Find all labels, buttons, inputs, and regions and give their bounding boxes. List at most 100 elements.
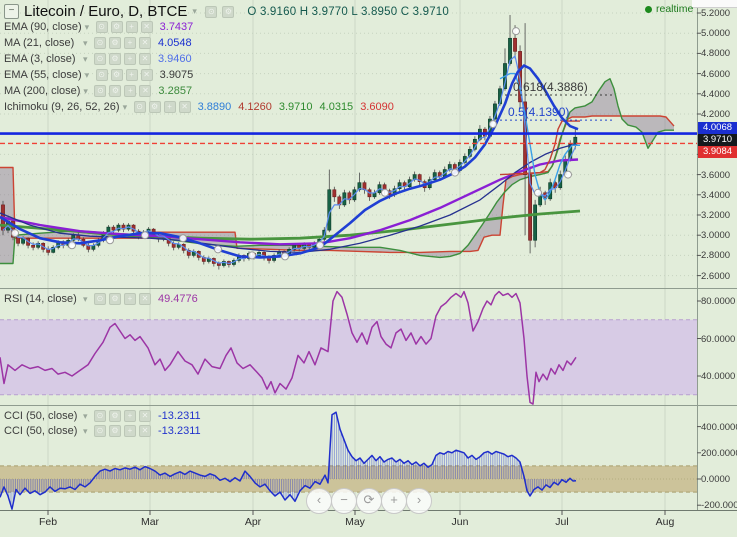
eye-button[interactable]: ⊙ (94, 37, 106, 49)
zoom-in-button[interactable]: + (381, 488, 407, 514)
eye-button[interactable]: ⊙ (94, 53, 106, 65)
add-button[interactable]: + (124, 425, 136, 437)
axis-tick-label: 3.2000 (701, 210, 731, 221)
chevron-down-icon[interactable]: ▾ (83, 425, 88, 436)
indicator-row: Ichimoku (9, 26, 52, 26) ▾ ⊙ ⚙ + ✕ 3.8890 4.126… (4, 100, 394, 114)
indicator-label: EMA (3, close) (4, 53, 76, 65)
gear-button[interactable]: ⚙ (109, 425, 121, 437)
chevron-down-icon[interactable]: ▾ (84, 69, 90, 80)
chevron-down-icon[interactable]: ▾ (83, 293, 88, 304)
remove-button[interactable]: ✕ (140, 21, 153, 33)
axis-tick-label: 2.6000 (701, 270, 731, 282)
indicator-label: RSI (14, close) (4, 293, 77, 305)
price-badge: 3.9084 (698, 146, 737, 158)
month-label: Mar (140, 516, 160, 528)
month-label: Jun (451, 516, 469, 528)
indicator-value: 4.1260 (238, 101, 272, 113)
axis-tick-label: 3.4000 (701, 189, 731, 201)
axis-tick-label: 3.0000 (701, 230, 731, 242)
remove-button[interactable]: ✕ (140, 69, 153, 81)
indicator-value: -13.2311 (158, 425, 201, 437)
eye-button[interactable]: ⊙ (94, 410, 106, 422)
zoom-out-button[interactable]: − (331, 488, 357, 514)
axis-tick-label: 5.0000 (701, 28, 731, 40)
chevron-down-icon[interactable]: ▾ (83, 85, 88, 96)
indicator-value: 4.0315 (319, 101, 354, 113)
indicator-row: EMA (90, close) ▾ ⊙ ⚙ + ✕ 3.7437 (4, 20, 193, 34)
eye-button[interactable]: ⊙ (94, 425, 106, 437)
nav-left-button[interactable]: ‹ (306, 488, 332, 514)
indicator-value: 3.9460 (158, 53, 192, 65)
eye-button[interactable]: ⊙ (133, 101, 146, 113)
add-button[interactable]: + (124, 85, 137, 97)
indicator-label: MA (21, close) (4, 37, 75, 49)
nav-right-button[interactable]: › (406, 488, 432, 514)
remove-button[interactable]: ✕ (139, 53, 151, 65)
indicator-row: MA (21, close) ▾ ⊙ ⚙ + ✕ 4.0548 (4, 36, 192, 50)
month-label: Apr (244, 516, 262, 528)
remove-button[interactable]: ✕ (139, 425, 151, 437)
realtime-label: realtime (656, 3, 694, 15)
indicator-row: RSI (14, close) ▾ ⊙ ⚙ + ✕ 49.4776 (4, 292, 198, 306)
chevron-down-icon[interactable]: ▾ (83, 410, 88, 421)
indicator-value: -13.2311 (158, 410, 201, 422)
gear-button[interactable]: ⚙ (148, 101, 161, 113)
indicator-row: CCI (50, close) ▾ ⊙ ⚙ + ✕ -13.2311 (4, 424, 201, 438)
gear-button[interactable]: ⚙ (110, 21, 123, 33)
axis-tick-label: 3.6000 (701, 169, 731, 181)
gear-button[interactable]: ⚙ (109, 85, 122, 97)
add-button[interactable]: + (124, 37, 136, 49)
eye-button[interactable]: ⊙ (95, 69, 108, 81)
add-button[interactable]: + (124, 293, 136, 305)
month-label: Aug (655, 516, 675, 528)
chevron-down-icon[interactable]: ▾ (83, 53, 88, 64)
fib50-label[interactable]: 0.5(4.1390) (508, 105, 570, 120)
axis-tick-label: 4.8000 (701, 48, 731, 60)
add-button[interactable]: + (124, 410, 136, 422)
add-button[interactable]: + (163, 101, 176, 113)
remove-button[interactable]: ✕ (139, 410, 151, 422)
axis-tick-label: 60.0000 (701, 333, 736, 345)
indicator-label: MA (200, close) (4, 85, 81, 97)
indicator-row: EMA (55, close) ▾ ⊙ ⚙ + ✕ 3.9075 (4, 68, 193, 82)
gear-button[interactable]: ⚙ (109, 53, 121, 65)
axis-tick-label: 4.4000 (701, 88, 731, 100)
gear-button[interactable]: ⚙ (109, 293, 121, 305)
axis-tick-label: 80.0000 (701, 296, 736, 307)
axis-tick-label: 2.8000 (701, 250, 731, 262)
chevron-down-icon[interactable]: ▾ (83, 37, 88, 48)
eye-button[interactable]: ⊙ (94, 293, 106, 305)
chevron-down-icon[interactable]: ▾ (84, 21, 90, 32)
symbol-title: Litecoin / Euro, D, BTCE (24, 3, 188, 20)
reset-view-button[interactable]: ⟳ (356, 488, 382, 514)
indicator-value: 4.0548 (158, 37, 192, 49)
add-button[interactable]: + (125, 21, 138, 33)
indicator-label: EMA (55, close) (4, 69, 82, 81)
gear-button[interactable]: ⚙ (110, 69, 123, 81)
chevron-down-icon[interactable]: ▾ (122, 101, 128, 112)
symbol-gear-button[interactable]: ⚙ (222, 5, 235, 18)
fib618-label[interactable]: 0.618(4.3886) (513, 79, 588, 94)
symbol-eye-button[interactable]: ⊙ (205, 5, 218, 18)
axis-tick-label: 40.0000 (701, 371, 736, 382)
indicator-label: EMA (90, close) (4, 21, 82, 33)
indicator-row: MA (200, close) ▾ ⊙ ⚙ + ✕ 3.2857 (4, 84, 192, 98)
axis-tick-label: 400.0000 (701, 421, 737, 433)
remove-button[interactable]: ✕ (139, 85, 152, 97)
remove-button[interactable]: ✕ (178, 101, 191, 113)
gear-button[interactable]: ⚙ (109, 410, 121, 422)
remove-button[interactable]: ✕ (139, 37, 151, 49)
indicator-label: CCI (50, close) (4, 410, 78, 422)
gear-button[interactable]: ⚙ (109, 37, 121, 49)
axis-tick-label: 4.2000 (701, 109, 731, 120)
eye-button[interactable]: ⊙ (94, 85, 107, 97)
eye-button[interactable]: ⊙ (95, 21, 108, 33)
realtime-dot-icon (645, 5, 652, 13)
chevron-down-icon[interactable]: ▾ (192, 6, 197, 16)
add-button[interactable]: + (124, 53, 136, 65)
remove-button[interactable]: ✕ (139, 293, 151, 305)
collapse-icon[interactable]: − (4, 4, 19, 19)
add-button[interactable]: + (125, 69, 138, 81)
